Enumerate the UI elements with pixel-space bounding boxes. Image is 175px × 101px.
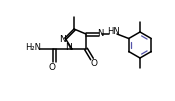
Text: O: O: [90, 59, 97, 68]
Text: N: N: [97, 28, 103, 37]
Text: H₂N: H₂N: [25, 44, 41, 53]
Text: N: N: [66, 44, 72, 53]
Text: N: N: [59, 35, 65, 44]
Text: HN: HN: [107, 26, 119, 35]
Text: O: O: [48, 63, 55, 72]
